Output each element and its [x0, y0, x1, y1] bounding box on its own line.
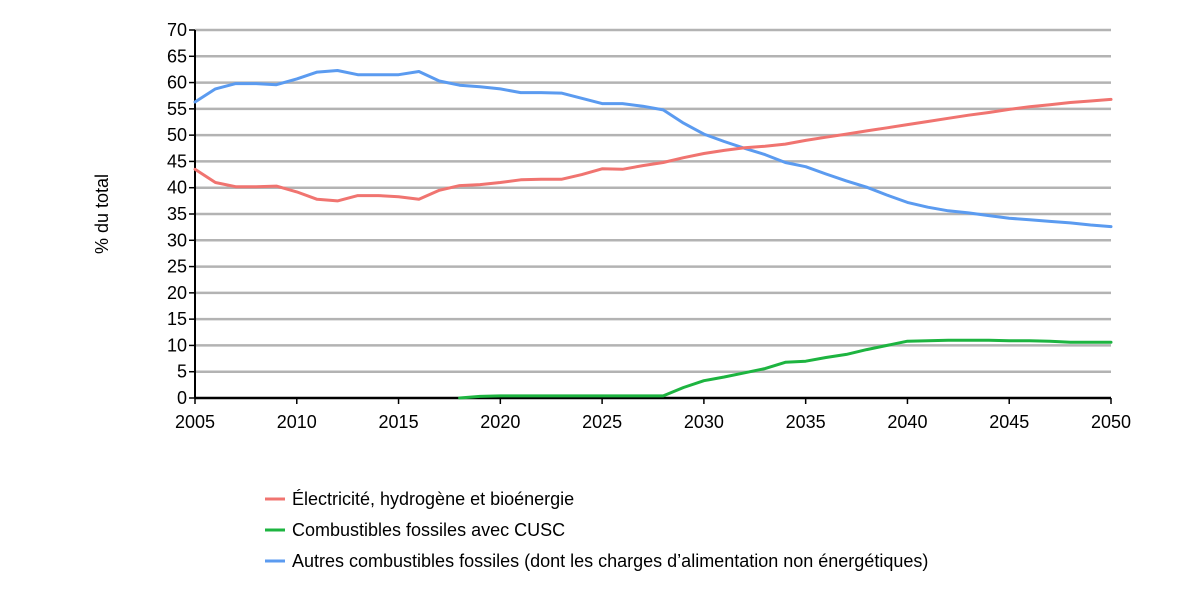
y-tick-label: 25 [167, 257, 187, 277]
x-tick-label: 2025 [582, 412, 622, 432]
legend: Électricité, hydrogène et bioénergie Comb… [265, 489, 928, 571]
x-tick-label: 2035 [786, 412, 826, 432]
series-line-1 [193, 97, 1113, 203]
legend-label: Électricité, hydrogène et bioénergie [292, 489, 574, 509]
legend-item: Combustibles fossiles avec CUSC [265, 520, 565, 540]
x-tick-label: 2040 [887, 412, 927, 432]
axes [189, 29, 1112, 404]
y-tick-label: 50 [167, 125, 187, 145]
x-tick-label: 2010 [277, 412, 317, 432]
legend-label: Combustibles fossiles avec CUSC [292, 520, 565, 540]
y-tick-label: 20 [167, 283, 187, 303]
y-tick-label: 55 [167, 99, 187, 119]
y-tick-label: 30 [167, 230, 187, 250]
x-tick-label: 2045 [989, 412, 1029, 432]
x-tick-label: 2030 [684, 412, 724, 432]
y-tick-label: 60 [167, 73, 187, 93]
x-axis-tick-labels: 2005 2010 2015 2020 2025 2030 2035 2040 2045 2050 [175, 412, 1131, 432]
legend-item: Autres combustibles fossiles (dont les c… [265, 551, 928, 571]
x-tick-label: 2005 [175, 412, 215, 432]
y-tick-label: 10 [167, 335, 187, 355]
y-tick-label: 35 [167, 204, 187, 224]
gridlines [195, 28, 1111, 373]
series-line-3 [193, 69, 1113, 229]
x-tick-label: 2015 [379, 412, 419, 432]
legend-label: Autres combustibles fossiles (dont les c… [292, 551, 928, 571]
y-tick-label: 70 [167, 20, 187, 40]
y-tick-label: 5 [177, 362, 187, 382]
legend-item: Électricité, hydrogène et bioénergie [265, 489, 574, 509]
y-tick-label: 65 [167, 46, 187, 66]
y-tick-label: 40 [167, 178, 187, 198]
y-tick-label: 45 [167, 151, 187, 171]
y-axis-tick-labels: 0 5 10 15 20 25 30 35 40 45 50 55 60 65 70 [167, 20, 187, 408]
y-tick-label: 0 [177, 388, 187, 408]
series-line-2 [458, 338, 1113, 400]
x-tick-label: 2050 [1091, 412, 1131, 432]
series-lines [193, 69, 1113, 400]
x-tick-label: 2020 [480, 412, 520, 432]
y-axis-title: % du total [92, 174, 112, 254]
y-tick-label: 15 [167, 309, 187, 329]
